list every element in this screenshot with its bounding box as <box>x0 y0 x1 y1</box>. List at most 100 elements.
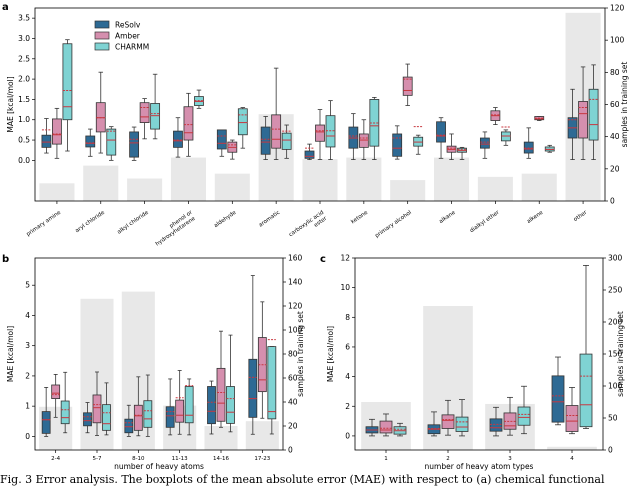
y2-tick-label: 50 <box>608 414 618 423</box>
box-resolv <box>85 135 96 148</box>
box-charmm <box>62 43 73 121</box>
y2-tick-label: 160 <box>288 254 303 263</box>
figure-caption: Fig. 3 Error analysis. The boxplots of t… <box>0 473 605 486</box>
x-tick-label: dialkyl ether <box>469 209 501 234</box>
sample-bar <box>204 426 238 450</box>
x-axis-label: number of heavy atoms <box>114 462 204 471</box>
y-tick-label: 0 <box>345 431 350 440</box>
box-charmm <box>281 132 292 150</box>
sample-bar <box>83 165 119 201</box>
y-tick-label: 5 <box>25 281 30 290</box>
box-charmm <box>455 416 469 432</box>
box-amber <box>578 101 588 139</box>
y2-tick-label: 0 <box>608 446 613 455</box>
y-tick-label: 2.5 <box>18 54 30 63</box>
box-resolv <box>436 121 446 143</box>
y-tick-label: 0.5 <box>18 136 30 145</box>
x-tick-label: other <box>573 209 589 223</box>
box-charmm <box>588 88 599 141</box>
y2-tick-label: 100 <box>610 36 625 45</box>
box-resolv <box>129 131 140 158</box>
x-tick-label: alkene <box>526 209 545 225</box>
y2-tick-label: 100 <box>288 326 303 335</box>
y-tick-label: 4 <box>25 311 30 320</box>
x-tick-label: primary alcohol <box>374 209 413 239</box>
y2-tick-label: 20 <box>288 422 298 431</box>
y-tick-label: 1 <box>25 402 30 411</box>
box-charmm <box>579 353 593 428</box>
y2-tick-label: 20 <box>610 164 620 173</box>
box-resolv <box>479 137 490 149</box>
box-amber <box>183 106 194 141</box>
y2-axis-label: samples in training set <box>296 311 305 397</box>
box-resolv <box>216 129 227 150</box>
y-axis-label: MAE [kcal/mol] <box>326 326 335 382</box>
y2-tick-label: 140 <box>288 278 303 287</box>
box-amber <box>92 394 102 424</box>
box-amber <box>52 118 62 145</box>
y-tick-label: 0 <box>25 432 30 441</box>
box-amber <box>51 384 61 399</box>
y2-tick-label: 120 <box>288 302 303 311</box>
y2-tick-label: 80 <box>288 350 298 359</box>
y-tick-label: 2 <box>25 371 30 380</box>
box-amber <box>565 405 579 432</box>
legend-label: Amber <box>115 32 141 41</box>
box-resolv <box>248 358 258 418</box>
y2-tick-label: 250 <box>608 286 623 295</box>
y-tick-label: 2 <box>345 402 350 411</box>
y-tick-label: 0.0 <box>18 156 30 165</box>
y-tick-label: 12 <box>340 254 350 263</box>
box-resolv <box>165 406 175 428</box>
y2-axis-label: samples in training set <box>620 62 629 148</box>
box-charmm <box>102 404 111 431</box>
sample-bar <box>547 446 597 450</box>
y-tick-label: 6 <box>345 342 350 351</box>
box-charmm <box>226 386 235 424</box>
legend-label: CHARMM <box>115 43 149 52</box>
sample-bar <box>170 157 206 201</box>
sample-bar <box>302 159 338 201</box>
panel-b: b 0 1 2 3 4 5 0 20 40 60 80 100 120 140 160 MAE [kcal/mo… <box>2 254 305 472</box>
box-charmm <box>106 128 117 156</box>
legend-swatch-resolv <box>94 20 110 29</box>
x-tick-label: aromatic <box>258 210 281 229</box>
y-tick-label: 2.0 <box>18 75 30 84</box>
x-tick-label: 14-16 <box>213 456 229 462</box>
y2-tick-label: 100 <box>608 382 623 391</box>
y2-tick-label: 0 <box>610 197 615 206</box>
box-resolv <box>523 141 534 154</box>
box-amber <box>402 76 413 96</box>
y2-tick-label: 120 <box>610 4 625 13</box>
y2-tick-label: 60 <box>288 374 298 383</box>
box-resolv <box>260 126 271 155</box>
box-resolv <box>41 411 51 434</box>
x-tick-label: 5-7 <box>93 456 102 462</box>
y-tick-label: 3 <box>25 341 30 350</box>
y-tick-label: 3.0 <box>18 34 30 43</box>
x-tick-label: ketone <box>350 209 369 225</box>
box-amber <box>379 420 393 434</box>
panel-label: c <box>320 254 326 265</box>
box-resolv <box>207 386 216 425</box>
box-amber <box>271 114 282 149</box>
box-resolv <box>83 412 92 427</box>
box-amber <box>133 404 143 431</box>
panel-label: a <box>2 2 9 13</box>
x-tick-label: 8-10 <box>132 456 145 462</box>
y2-tick-label: 60 <box>610 100 620 109</box>
x-tick-label: 3 <box>508 456 512 462</box>
box-resolv <box>124 418 134 434</box>
y2-tick-label: 0 <box>288 446 293 455</box>
y2-tick-label: 40 <box>288 398 298 407</box>
x-tick-label: alkyl chloride <box>116 209 150 235</box>
y2-tick-label: 200 <box>608 318 623 327</box>
box-amber <box>216 367 226 422</box>
x-tick-label: 4 <box>570 456 574 462</box>
y2-tick-label: 300 <box>608 254 623 263</box>
box-charmm <box>517 406 531 426</box>
box-resolv <box>304 150 315 159</box>
y-tick-label: 10 <box>340 283 350 292</box>
x-tick-label: 2-4 <box>51 456 60 462</box>
